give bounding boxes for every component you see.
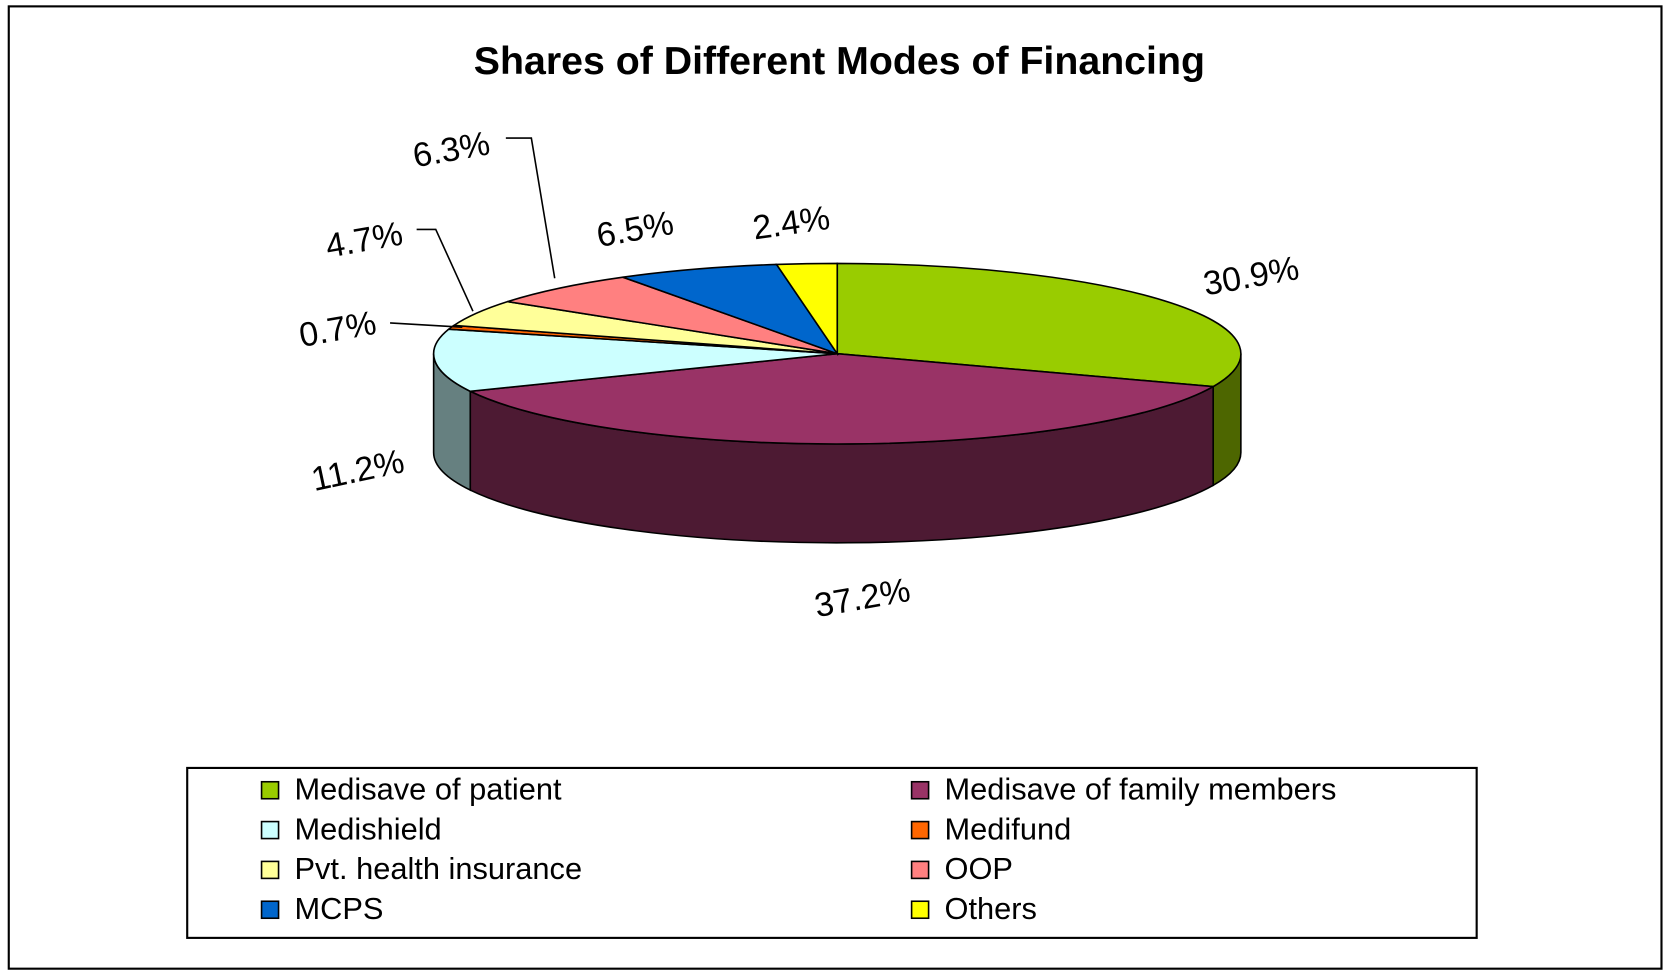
legend-swatch: [260, 900, 280, 920]
legend-label: Medishield: [294, 811, 441, 846]
legend: Medisave of patient Medisave of family me…: [260, 771, 1337, 926]
legend-label: Pvt. health insurance: [294, 851, 582, 886]
legend-swatch: [910, 820, 930, 840]
legend-swatch: [910, 900, 930, 920]
legend-box: [186, 766, 1478, 939]
leader-line: [505, 137, 556, 279]
pie-slice: [432, 328, 838, 393]
pie-slice: [467, 352, 1216, 445]
pie-slice: [507, 276, 838, 355]
pie-tops: [432, 262, 1242, 445]
pie-slice: [622, 263, 840, 356]
legend-label: Others: [945, 891, 1037, 926]
legend-label: OOP: [945, 851, 1013, 886]
legend-label: MCPS: [294, 891, 383, 926]
pie-slice: [836, 262, 1242, 388]
pie-slice: [775, 262, 839, 357]
legend-label: Medisave of family members: [945, 771, 1337, 806]
legend-swatch: [910, 860, 930, 880]
leader-line: [416, 228, 474, 312]
legend-swatch: [260, 860, 280, 880]
legend-swatch: [910, 780, 930, 800]
leader-line: [390, 322, 463, 328]
legend-swatch: [260, 780, 280, 800]
legend-label: Medifund: [945, 811, 1072, 846]
legend-label: Medisave of patient: [294, 771, 562, 806]
chart-title: Shares of Different Modes of Financing: [474, 39, 1205, 83]
legend-swatch: [260, 820, 280, 840]
